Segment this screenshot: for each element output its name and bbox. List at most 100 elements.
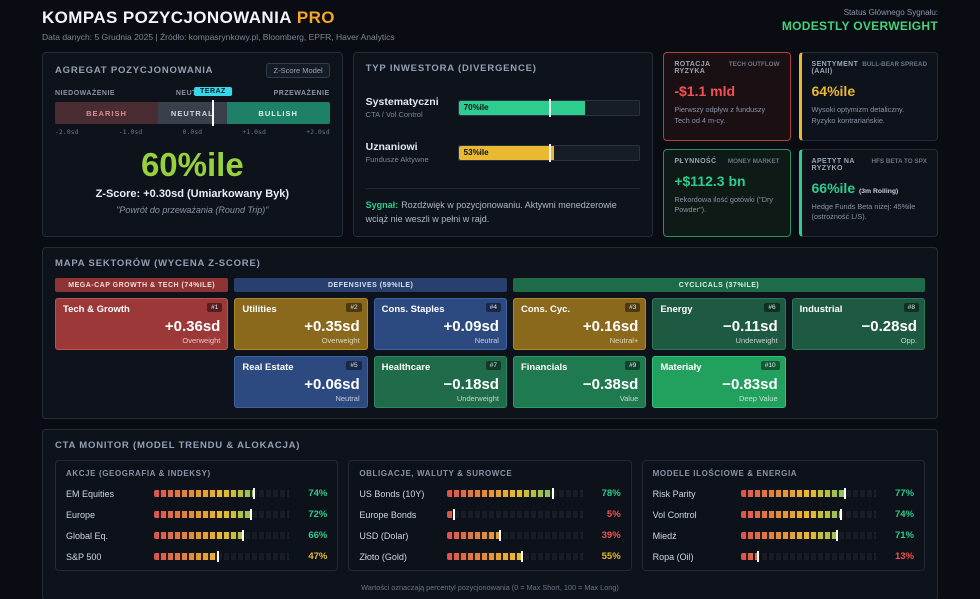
discretionary-bar-fill: 53%ile: [458, 145, 555, 160]
sector-tile-cons-cyc[interactable]: #3 Cons. Cyc. +0.16sd Neutral+: [512, 298, 647, 350]
sector-tile-tech[interactable]: #1 Tech & Growth +0.36sd Overweight: [55, 298, 229, 350]
bar-marker: [453, 509, 456, 520]
cta-row-risk-parity: Risk Parity 77%: [652, 488, 914, 499]
bar-marker: [499, 530, 502, 541]
card-value: -$1.1 mld: [674, 83, 736, 99]
gauge-marker[interactable]: [211, 100, 214, 126]
group-cyclicals: CYCLICALS (37%ILE): [512, 278, 925, 292]
sector-tile-energy[interactable]: #6 Energy −0.11sd Underweight: [652, 298, 786, 350]
sector-tile-utilities[interactable]: #2 Utilities +0.35sd Overweight: [234, 298, 368, 350]
percentile-bar: [447, 551, 583, 562]
pro-badge: PRO: [296, 8, 335, 27]
gauge-scale: -2.0sd -1.0sd 0.0sd +1.0sd +2.0sd: [55, 128, 330, 136]
signal-text: Rozdźwięk w pozycjonowaniu. Aktywni mene…: [365, 200, 617, 224]
risk-appetite-card[interactable]: APETYT NA RYZYKO HFS BETA TO SPX 66%ile …: [798, 148, 939, 237]
cta-row-europe: Europe 72%: [66, 509, 328, 520]
sector-tile-real-estate[interactable]: #5 Real Estate +0.06sd Neutral: [234, 356, 368, 408]
scale-tick: -1.0sd: [118, 128, 143, 136]
bar-marker: [250, 509, 253, 520]
discretionary-sublabel: Fundusze Aktywne: [365, 155, 429, 164]
investor-title: TYP INWESTORA (DIVERGENCE): [365, 63, 537, 74]
aggregate-percentile: 60%ile: [140, 146, 244, 183]
cta-bonds-fx-panel: OBLIGACJE, WALUTY & SUROWCE US Bonds (10…: [348, 460, 632, 571]
sector-tile-healthcare[interactable]: #7 Healthcare −0.18sd Underweight: [373, 356, 507, 408]
sector-tile-financials[interactable]: #9 Financials −0.38sd Value: [512, 356, 647, 408]
percentile-bar: [740, 488, 876, 499]
scale-tick: -2.0sd: [55, 128, 79, 136]
cta-row-europe-bonds: Europe Bonds 5%: [359, 509, 621, 520]
cta-row-sp500: S&P 500 47%: [66, 551, 328, 562]
bar-marker: [242, 530, 245, 541]
percentile-bar: [154, 551, 290, 562]
sector-tile-staples[interactable]: #4 Cons. Staples +0.09sd Neutral: [373, 298, 507, 350]
cta-row-global-eq: Global Eq. 66%: [66, 530, 328, 541]
cta-equities-title: AKCJE (GEOGRAFIA & INDEKSY): [66, 469, 211, 478]
discretionary-bar: 53%ile: [457, 143, 641, 162]
rank-badge: #8: [903, 303, 919, 312]
bar-marker: [843, 488, 846, 499]
cta-subpanels: AKCJE (GEOGRAFIA & INDEKSY) EM Equities …: [55, 460, 925, 571]
rank-badge: #7: [485, 361, 501, 370]
status-label: Status Głównego Sygnału:: [843, 8, 938, 17]
bar-marker: [216, 551, 219, 562]
cta-monitor-title: CTA MONITOR (MODEL TRENDU & ALOKACJA): [55, 440, 301, 451]
card-tag: MONEY MARKET: [727, 157, 780, 165]
card-desc: Rekordowa ilość gotówki ("Dry Powder").: [674, 194, 774, 215]
rank-badge: #9: [625, 361, 641, 370]
systematic-sublabel: CTA / Vol Control: [365, 110, 423, 119]
cta-footnote: Wartości oznaczają percentyl pozycjonowa…: [361, 583, 619, 592]
aggregate-note: "Powrót do przeważania (Round Trip)": [116, 205, 269, 215]
liquidity-card[interactable]: PŁYNNOŚĆ MONEY MARKET +$112.3 bn Rekordo…: [663, 148, 791, 237]
signal-label: Sygnał:: [365, 200, 399, 210]
status-value: MODESTLY OVERWEIGHT: [781, 19, 938, 33]
header: KOMPAS POZYCJONOWANIA PRO Data danych: 5 …: [42, 8, 938, 42]
aggregate-panel: AGREGAT POZYCJONOWANIA Z-Score Model NIE…: [42, 52, 343, 237]
cta-row-copper: Miedź 71%: [652, 530, 914, 541]
gauge-labels: NIEDOWAŻENIE NEUTRAL PRZEWAŻENIE TERAZ: [55, 87, 330, 97]
cta-bonds-title: OBLIGACJE, WALUTY & SUROWCE: [359, 469, 513, 478]
scale-tick: +1.0sd: [242, 128, 266, 136]
bar-marker: [835, 530, 838, 541]
card-value: 66%ile (3m Rolling): [812, 180, 928, 196]
card-desc: Pierwszy odpływ z funduszy Tech od 4 m-c…: [674, 105, 766, 125]
aggregate-title: AGREGAT POZYCJONOWANIA: [55, 65, 214, 76]
card-title: ROTACJA RYZYKA: [674, 61, 711, 75]
systematic-row: Systematyczni CTA / Vol Control 70%ile: [366, 96, 641, 119]
percentile-bar: [740, 509, 876, 520]
bullish-zone: BULLISH: [226, 102, 330, 124]
percentile-bar: [447, 530, 583, 541]
bearish-zone: BEARISH: [55, 102, 158, 124]
card-title: SENTYMENT (AAII): [811, 61, 859, 75]
header-left: KOMPAS POZYCJONOWANIA PRO Data danych: 5 …: [42, 8, 395, 42]
sentiment-card[interactable]: SENTYMENT (AAII) BULL-BEAR SPREAD 64%ile…: [798, 52, 939, 141]
neutral-zone: NEUTRAL: [158, 102, 227, 124]
percentile-bar: [447, 509, 583, 520]
cta-row-us-bonds: US Bonds (10Y) 78%: [359, 488, 621, 499]
zscore-model-badge[interactable]: Z-Score Model: [266, 63, 330, 78]
rank-badge: #4: [485, 303, 501, 312]
card-value-suffix: (3m Rolling): [859, 187, 899, 195]
metric-cards: ROTACJA RYZYKA TECH OUTFLOW -$1.1 mld Pi…: [663, 52, 939, 237]
card-value: +$112.3 bn: [674, 172, 746, 189]
rank-badge: #3: [625, 303, 641, 312]
sector-tile-materials[interactable]: #10 Materiały −0.83sd Deep Value: [652, 356, 786, 408]
scale-tick: 0.0sd: [182, 128, 203, 136]
top-row: AGREGAT POZYCJONOWANIA Z-Score Model NIE…: [42, 52, 939, 237]
scale-tick: +2.0sd: [306, 128, 330, 136]
card-desc: Hedge Funds Beta niżej: 45%ile (ostrożno…: [811, 201, 916, 222]
risk-rotation-card[interactable]: ROTACJA RYZYKA TECH OUTFLOW -$1.1 mld Pi…: [663, 52, 791, 141]
bar-marker: [757, 551, 760, 562]
cta-row-usd: USD (Dolar) 39%: [359, 530, 621, 541]
median-marker: [549, 98, 551, 117]
cta-row-vol-control: Vol Control 74%: [652, 509, 914, 520]
cta-quant-title: MODELE ILOŚCIOWE & ENERGIA: [652, 469, 798, 478]
percentile-bar: [447, 488, 583, 499]
overweight-label: PRZEWAŻENIE: [273, 90, 330, 97]
data-source-line: Data danych: 5 Grudnia 2025 | Źródło: ko…: [42, 32, 395, 42]
rank-badge: #10: [760, 361, 780, 370]
cta-equities-panel: AKCJE (GEOGRAFIA & INDEKSY) EM Equities …: [55, 460, 339, 571]
median-marker: [549, 143, 551, 162]
bar-marker: [253, 488, 256, 499]
sector-tile-industrial[interactable]: #8 Industrial −0.28sd Opp.: [791, 298, 925, 350]
